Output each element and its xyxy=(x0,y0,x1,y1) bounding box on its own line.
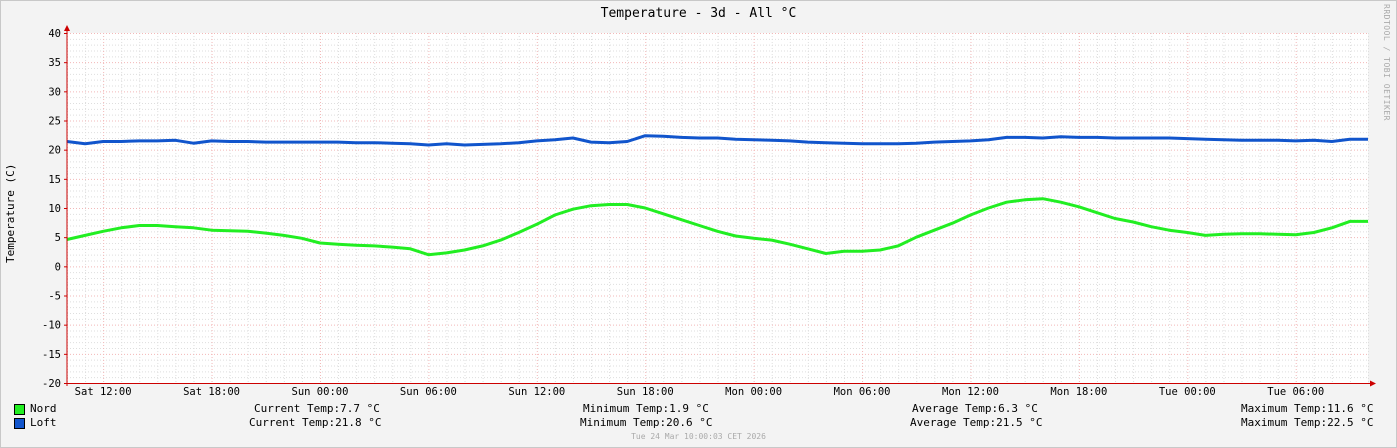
legend-swatch-nord xyxy=(14,404,25,415)
loft-minimum-temp: Minimum Temp:20.6 °C xyxy=(580,416,713,429)
y-tick-label: 25 xyxy=(48,116,61,128)
loft-maximum-temp: Maximum Temp:22.5 °C xyxy=(1241,416,1374,429)
x-tick-label: Sun 18:00 xyxy=(617,386,674,398)
y-axis-arrow xyxy=(64,25,70,31)
y-tick-label: 35 xyxy=(48,57,61,69)
x-tick-label: Sat 18:00 xyxy=(183,386,240,398)
legend-label-nord: Nord xyxy=(30,402,57,415)
legend-label-loft: Loft xyxy=(30,416,57,429)
x-tick-label: Sat 12:00 xyxy=(75,386,132,398)
y-tick-label: -20 xyxy=(42,378,61,390)
y-tick-label: 0 xyxy=(55,261,61,273)
nord-maximum-temp: Maximum Temp:11.6 °C xyxy=(1241,402,1374,415)
y-tick-label: 15 xyxy=(48,174,61,186)
x-tick-label: Sun 06:00 xyxy=(400,386,457,398)
y-tick-label: 30 xyxy=(48,86,61,98)
series-line-loft xyxy=(66,134,1368,147)
x-tick-label: Mon 12:00 xyxy=(942,386,999,398)
y-tick-label: 20 xyxy=(48,145,61,157)
x-tick-label: Tue 00:00 xyxy=(1159,386,1216,398)
y-tick-label: 40 xyxy=(48,28,61,40)
x-tick-label: Sun 00:00 xyxy=(292,386,349,398)
nord-current-temp: Current Temp:7.7 °C xyxy=(254,402,380,415)
y-tick-label: -15 xyxy=(42,349,61,361)
x-tick-label: Mon 00:00 xyxy=(725,386,782,398)
chart-title: Temperature - 3d - All °C xyxy=(600,6,797,21)
series-line-nord xyxy=(66,197,1368,257)
nord-minimum-temp: Minimum Temp:1.9 °C xyxy=(583,402,709,415)
x-tick-label: Sun 12:00 xyxy=(508,386,565,398)
watermark: RRDTOOL / TOBI OETIKER xyxy=(1382,4,1391,121)
x-tick-label: Mon 18:00 xyxy=(1050,386,1107,398)
x-axis-arrow xyxy=(1370,380,1376,387)
x-tick-label: Mon 06:00 xyxy=(834,386,891,398)
nord-average-temp: Average Temp:6.3 °C xyxy=(912,402,1038,415)
y-tick-label: -10 xyxy=(42,320,61,332)
loft-average-temp: Average Temp:21.5 °C xyxy=(910,416,1043,429)
y-tick-label: -5 xyxy=(48,291,61,303)
x-tick-label: Tue 06:00 xyxy=(1267,386,1324,398)
loft-current-temp: Current Temp:21.8 °C xyxy=(249,416,382,429)
legend-swatch-loft xyxy=(14,418,25,429)
generated-timestamp: Tue 24 Mar 10:00:03 CET 2026 xyxy=(631,432,766,441)
y-tick-label: 10 xyxy=(48,203,61,215)
y-tick-label: 5 xyxy=(55,232,61,244)
